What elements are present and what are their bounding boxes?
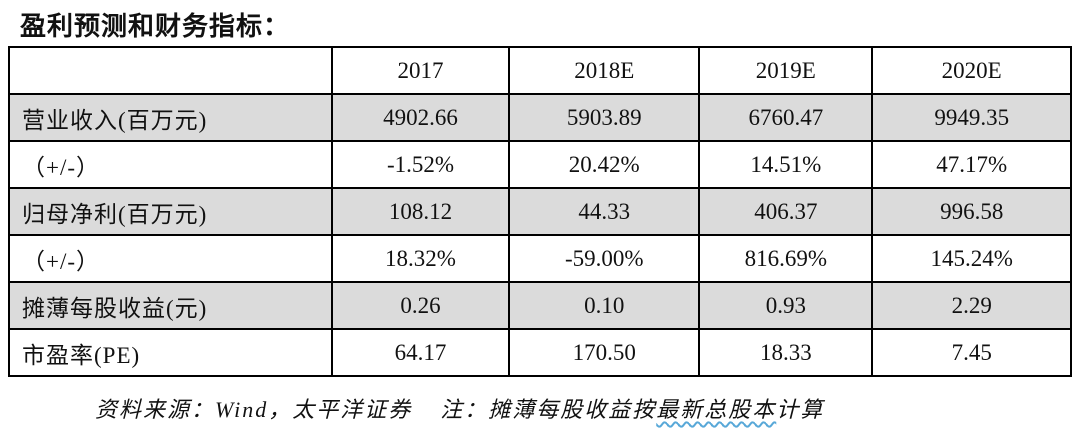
value-cell: -1.52% <box>330 140 511 189</box>
table-row: 市盈率(PE) 64.17 170.50 18.33 7.45 <box>8 328 1072 377</box>
row-label: 归母净利(百万元) <box>8 187 333 236</box>
value-cell: 0.26 <box>330 281 511 330</box>
value-cell: 0.10 <box>508 281 701 330</box>
value-cell: 47.17% <box>871 140 1072 189</box>
financial-forecast-table: 2017 2018E 2019E 2020E 营业收入(百万元) 4902.66 5903… <box>8 46 1072 377</box>
note-text: 注：摊薄每股收益按最新总股本计算 <box>440 397 824 422</box>
header-row: 2017 2018E 2019E 2020E <box>8 46 1072 95</box>
value-cell: 2.29 <box>871 281 1072 330</box>
value-cell: 18.33 <box>698 328 874 377</box>
row-label: 营业收入(百万元) <box>8 93 333 142</box>
row-label: （+/-） <box>8 140 333 189</box>
value-cell: 7.45 <box>871 328 1072 377</box>
table-row: （+/-） 18.32% -59.00% 816.69% 145.24% <box>8 234 1072 283</box>
year-column-header: 2020E <box>871 46 1072 95</box>
table-row: 摊薄每股收益(元) 0.26 0.10 0.93 2.29 <box>8 281 1072 330</box>
row-label: （+/-） <box>8 234 333 283</box>
value-cell: 406.37 <box>698 187 874 236</box>
page-title: 盈利预测和财务指标： <box>20 12 291 41</box>
table-row: 归母净利(百万元) 108.12 44.33 406.37 996.58 <box>8 187 1072 236</box>
table-body: 营业收入(百万元) 4902.66 5903.89 6760.47 9949.35 （+/… <box>8 93 1072 377</box>
source-text: 资料来源：Wind，太平洋证券 <box>95 397 413 422</box>
value-cell: 170.50 <box>508 328 701 377</box>
note-suffix-text: 计算 <box>776 397 825 422</box>
value-cell: -59.00% <box>508 234 701 283</box>
note-underlined-text: 最新总股本 <box>656 397 777 422</box>
row-label-header <box>8 46 333 95</box>
value-cell: 816.69% <box>698 234 874 283</box>
year-column-header: 2018E <box>508 46 701 95</box>
value-cell: 14.51% <box>698 140 874 189</box>
value-cell: 0.93 <box>698 281 874 330</box>
value-cell: 996.58 <box>871 187 1072 236</box>
row-label: 摊薄每股收益(元) <box>8 281 333 330</box>
row-label: 市盈率(PE) <box>8 328 333 377</box>
year-column-header: 2017 <box>330 46 511 95</box>
table-footnote: 资料来源：Wind，太平洋证券 注：摊薄每股收益按最新总股本计算 <box>95 392 824 424</box>
year-column-header: 2019E <box>698 46 874 95</box>
value-cell: 4902.66 <box>330 93 511 142</box>
value-cell: 20.42% <box>508 140 701 189</box>
table-row: （+/-） -1.52% 20.42% 14.51% 47.17% <box>8 140 1072 189</box>
value-cell: 44.33 <box>508 187 701 236</box>
value-cell: 145.24% <box>871 234 1072 283</box>
value-cell: 18.32% <box>330 234 511 283</box>
value-cell: 64.17 <box>330 328 511 377</box>
table-row: 营业收入(百万元) 4902.66 5903.89 6760.47 9949.35 <box>8 93 1072 142</box>
value-cell: 5903.89 <box>508 93 701 142</box>
value-cell: 108.12 <box>330 187 511 236</box>
note-prefix-text: 注：摊薄每股收益按 <box>440 397 657 422</box>
value-cell: 9949.35 <box>871 93 1072 142</box>
value-cell: 6760.47 <box>698 93 874 142</box>
